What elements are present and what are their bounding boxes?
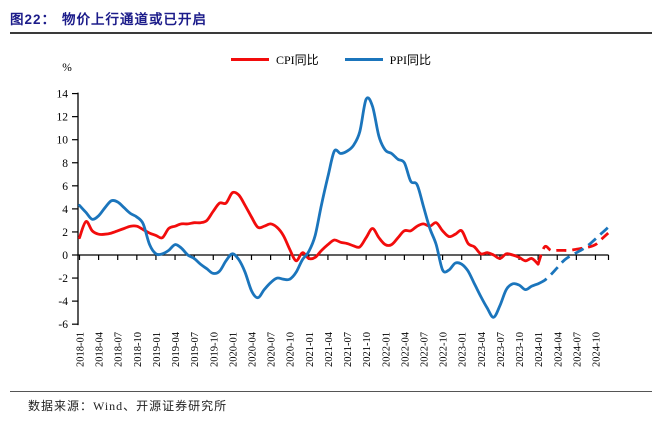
x-tick-label: 2019-04: [171, 331, 182, 367]
y-tick-label: -6: [58, 319, 68, 331]
figure-title: 图22： 物价上行通道或已开启: [10, 8, 207, 28]
y-tick-label: 14: [57, 89, 69, 101]
x-tick-label: 2021-01: [305, 332, 316, 367]
y-tick-label: 0: [62, 250, 68, 262]
figure-title-text: 物价上行通道或已开启: [62, 12, 208, 27]
title-divider: [10, 32, 652, 34]
cpi-legend-line-icon: [230, 58, 269, 61]
x-tick-label: 2021-10: [362, 332, 373, 367]
x-tick-label: 2024-04: [553, 331, 564, 367]
x-tick-label: 2018-07: [114, 332, 125, 367]
x-tick-label: 2023-10: [515, 332, 526, 367]
y-tick-label: 12: [57, 112, 69, 124]
y-tick-label: 6: [62, 181, 68, 193]
x-tick-label: 2020-01: [228, 332, 239, 367]
y-tick-label: 10: [57, 135, 69, 147]
ppi-legend-line-icon: [344, 58, 383, 61]
cpi-line-forecast: [536, 232, 610, 265]
y-tick-label: 8: [62, 158, 68, 170]
x-tick-label: 2022-07: [419, 332, 430, 367]
source-divider: [10, 391, 652, 392]
x-tick-label: 2024-07: [572, 332, 583, 367]
figure-number: 图22：: [10, 12, 57, 27]
x-tick-label: 2022-01: [381, 332, 392, 367]
x-tick-label: 2022-04: [400, 331, 411, 367]
ppi-line-actual: [78, 96, 540, 319]
x-tick-label: 2020-07: [267, 332, 278, 367]
x-tick-label: 2020-04: [247, 331, 258, 367]
x-tick-label: 2024-10: [591, 332, 602, 367]
y-tick-label: 2: [62, 227, 68, 239]
legend-item-cpi: CPI同比: [230, 51, 319, 68]
x-tick-label: 2018-04: [95, 331, 106, 367]
x-tick-label: 2022-10: [439, 332, 450, 367]
x-tick-label: 2023-04: [477, 331, 488, 367]
legend-item-ppi: PPI同比: [344, 51, 432, 68]
x-tick-label: 2023-01: [458, 332, 469, 367]
x-tick-label: 2018-01: [76, 332, 87, 367]
x-tick-label: 2021-04: [324, 331, 335, 367]
y-axis-unit-label: %: [62, 62, 72, 74]
cpi-line-actual: [78, 190, 540, 266]
y-tick-label: 4: [62, 204, 68, 216]
y-tick-label: -4: [58, 296, 68, 308]
data-source: 数据来源：Wind、开源证券研究所: [28, 399, 228, 413]
x-tick-label: 2023-07: [496, 332, 507, 367]
x-tick-label: 2019-07: [190, 332, 201, 367]
x-tick-label: 2019-01: [152, 332, 163, 367]
cpi-legend-label: CPI同比: [275, 53, 319, 67]
y-tick-label: -2: [58, 273, 68, 285]
x-tick-label: 2019-10: [209, 332, 220, 367]
ppi-legend-label: PPI同比: [389, 53, 432, 67]
x-tick-label: 2024-01: [534, 332, 545, 367]
chart-legend: CPI同比 PPI同比: [0, 51, 662, 68]
x-tick-label: 2020-10: [286, 332, 297, 367]
x-tick-label: 2021-07: [343, 332, 354, 367]
x-tick-label: 2018-10: [133, 332, 144, 367]
